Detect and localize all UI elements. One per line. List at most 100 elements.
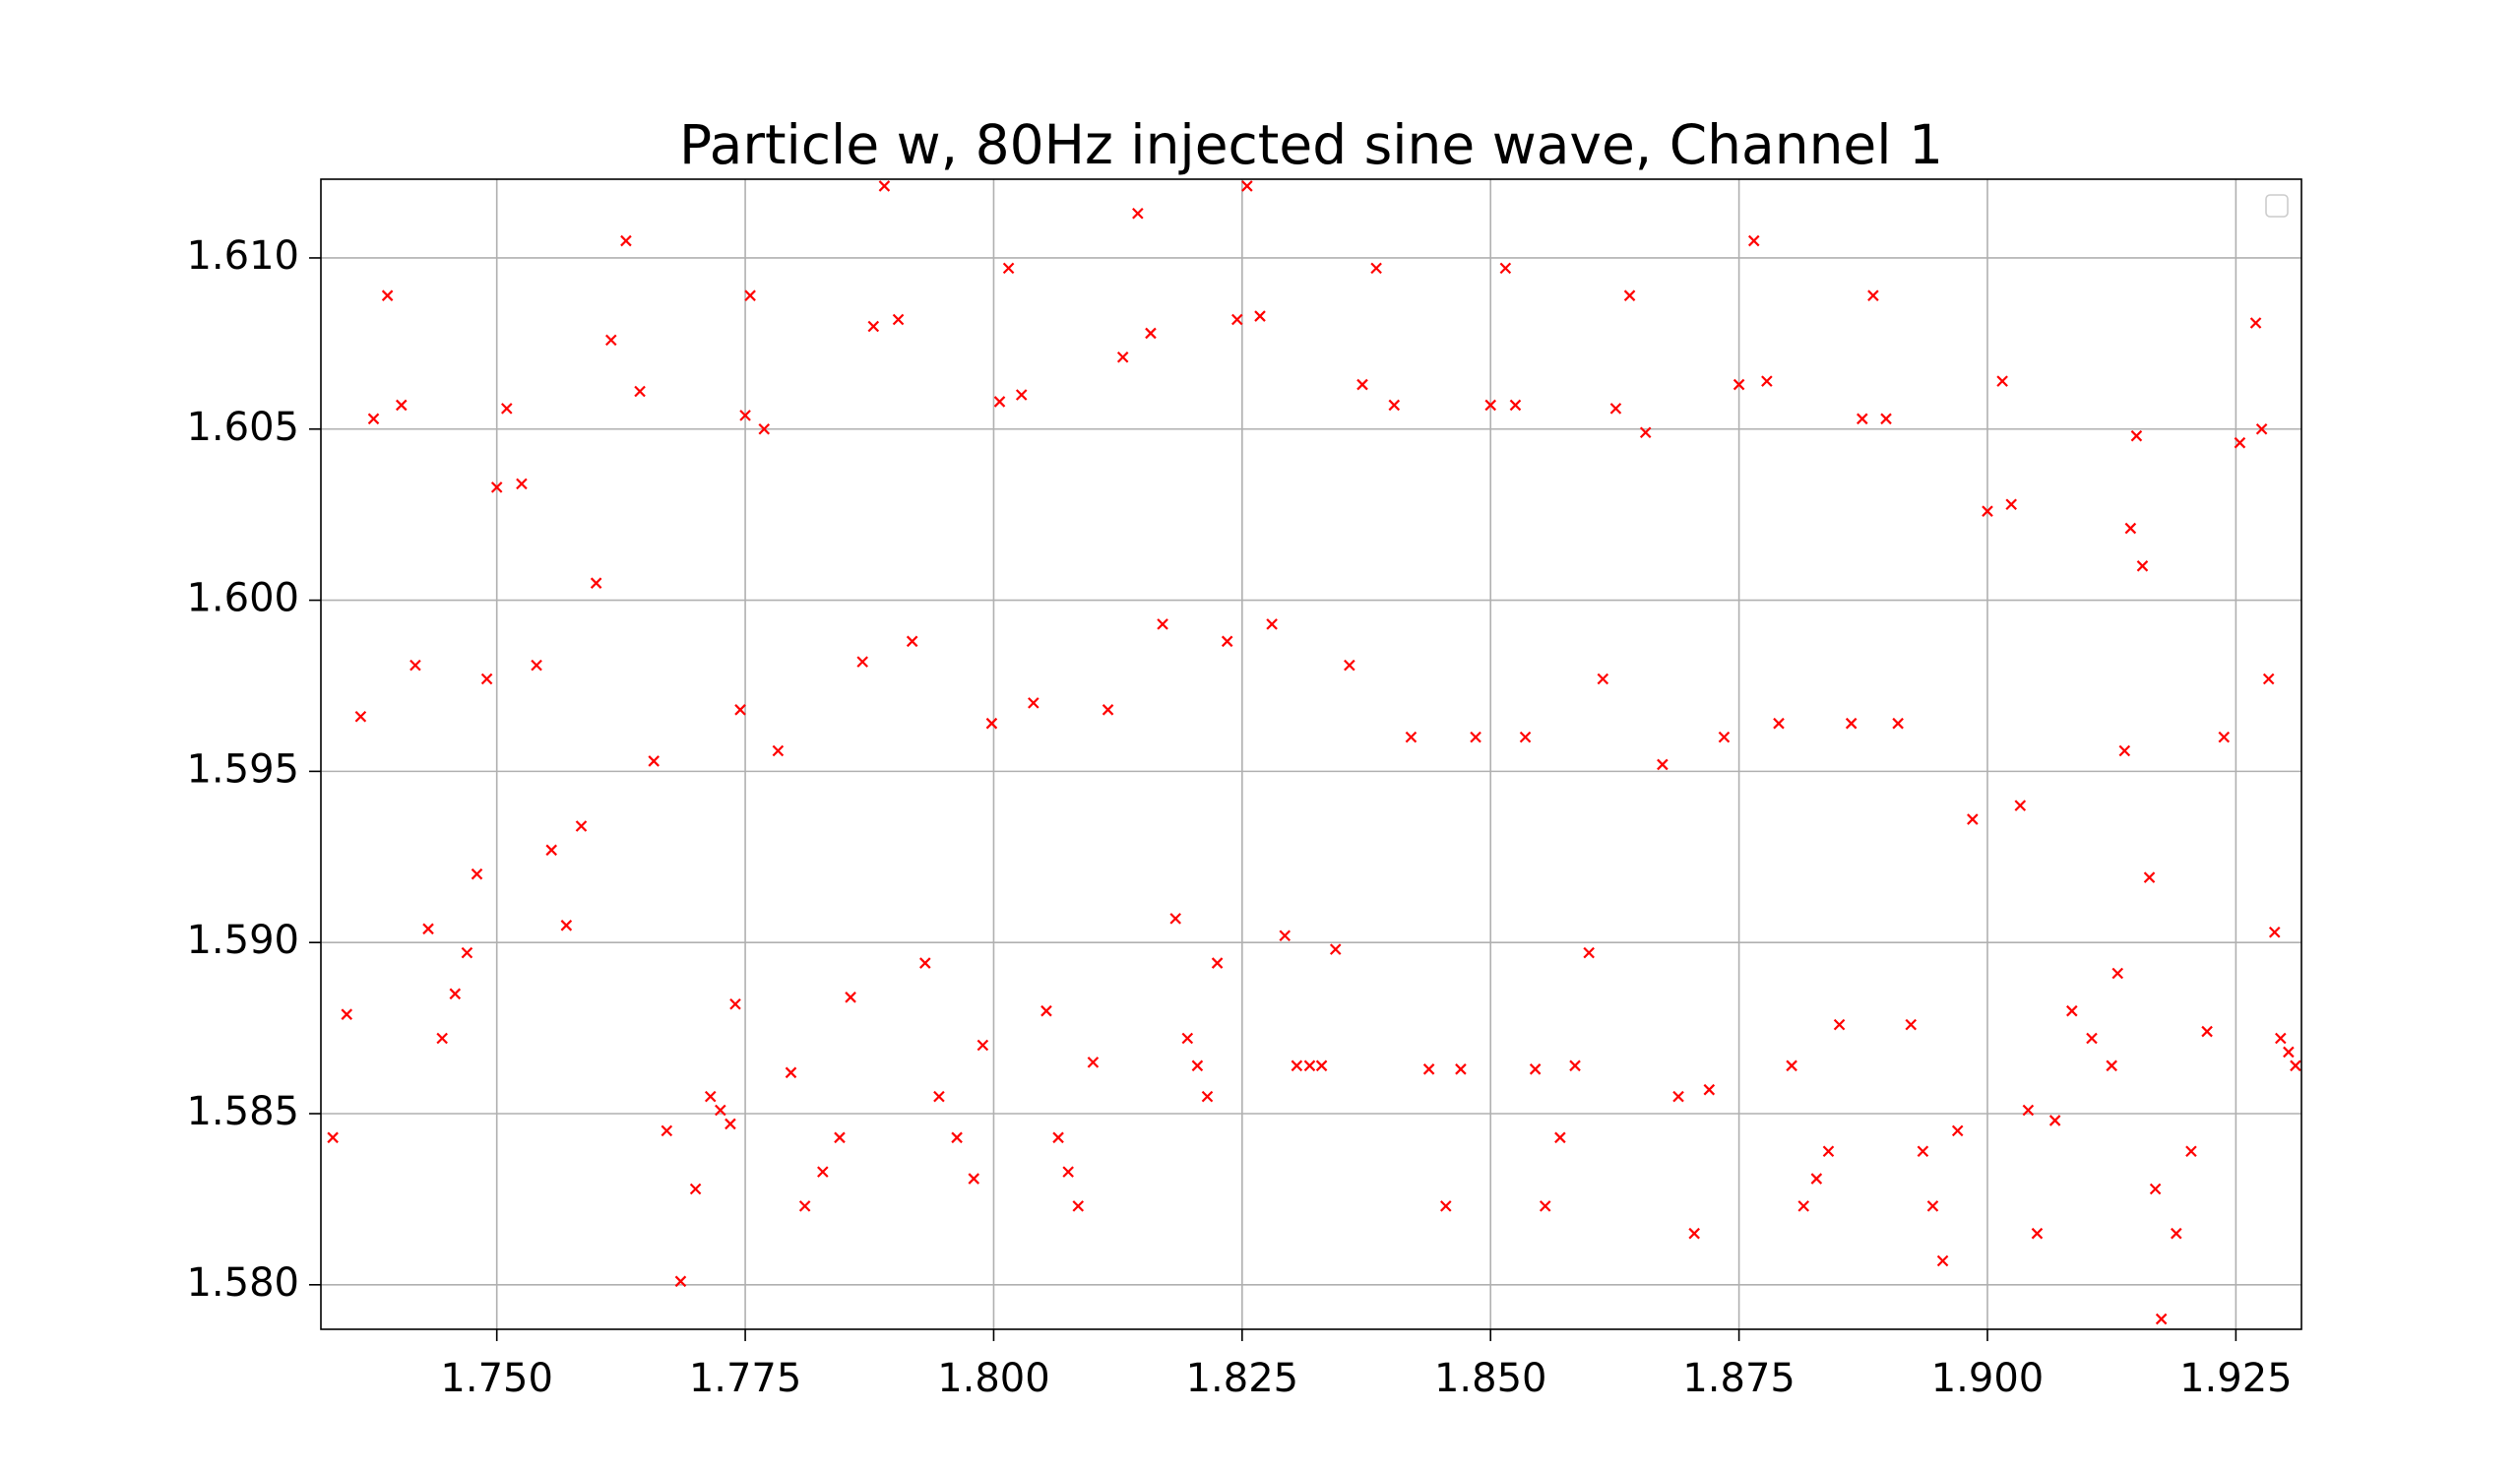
point — [2086, 1032, 2098, 1045]
point — [2143, 871, 2156, 883]
point — [395, 399, 408, 412]
point — [2249, 317, 2262, 329]
chart-title: Particle w, 80Hz injected sine wave, Cha… — [679, 113, 1943, 176]
point — [2048, 1115, 2061, 1126]
x-tick-label: 1.775 — [689, 1356, 802, 1401]
point — [1145, 327, 1157, 340]
point — [1370, 262, 1382, 275]
point — [516, 478, 528, 490]
point — [2185, 1145, 2197, 1158]
y-tick-label: 1.590 — [186, 918, 299, 963]
point — [856, 656, 868, 668]
point — [1329, 943, 1342, 955]
point — [976, 1039, 989, 1052]
point — [471, 867, 483, 880]
point — [1880, 413, 1892, 425]
point — [1892, 717, 1904, 730]
point — [758, 422, 771, 435]
point — [1132, 207, 1144, 220]
point — [933, 1090, 945, 1103]
point — [1040, 1004, 1052, 1017]
point — [1344, 659, 1355, 672]
point — [620, 234, 632, 247]
point — [1529, 1063, 1542, 1075]
point — [341, 1008, 353, 1020]
point — [2283, 1046, 2295, 1059]
point — [906, 635, 918, 648]
point — [1254, 310, 1266, 322]
point — [490, 481, 503, 493]
x-tick-label: 1.900 — [1931, 1356, 2045, 1401]
point — [1519, 731, 1532, 743]
point — [2262, 673, 2275, 685]
point — [461, 946, 473, 959]
scatter-points — [327, 180, 2301, 1325]
axes-frame — [320, 178, 2302, 1330]
point — [1356, 378, 1368, 391]
point — [689, 1183, 702, 1195]
point — [1169, 913, 1181, 925]
point — [1052, 1131, 1064, 1144]
point — [867, 320, 880, 333]
point — [1221, 635, 1233, 648]
point — [575, 820, 588, 832]
point — [729, 997, 741, 1010]
point — [1191, 1059, 1204, 1072]
point — [2111, 967, 2124, 980]
point — [2234, 436, 2246, 449]
point — [2255, 422, 2268, 435]
point — [2171, 1227, 2182, 1240]
point — [1470, 731, 1481, 743]
point — [1455, 1063, 1467, 1075]
point — [480, 673, 493, 685]
point — [2268, 926, 2281, 938]
point — [1672, 1090, 1684, 1103]
point — [1315, 1059, 1328, 1072]
point — [1211, 957, 1224, 969]
point — [1967, 813, 1979, 825]
point — [817, 1166, 829, 1178]
point — [2130, 429, 2143, 442]
point — [798, 1200, 811, 1212]
point — [724, 1118, 736, 1130]
point — [715, 1104, 726, 1117]
point — [1028, 697, 1040, 709]
point — [1015, 389, 1028, 401]
point — [704, 1090, 717, 1103]
point — [734, 704, 746, 716]
point — [1857, 413, 1868, 425]
point — [327, 1131, 339, 1144]
legend-box — [2265, 194, 2289, 218]
point — [1509, 399, 1522, 412]
point — [1405, 731, 1418, 743]
point — [1905, 1018, 1918, 1031]
point — [1845, 717, 1858, 730]
point — [2005, 498, 2017, 511]
point — [1062, 1166, 1074, 1178]
point — [1266, 618, 1278, 630]
y-tick-label: 1.595 — [186, 746, 299, 792]
point — [739, 410, 751, 421]
point — [1181, 1032, 1194, 1045]
point — [410, 659, 421, 672]
x-tick-label: 1.800 — [937, 1356, 1050, 1401]
point — [1102, 704, 1114, 716]
point — [2066, 1004, 2078, 1017]
point — [1484, 399, 1496, 412]
y-tick-label: 1.585 — [186, 1089, 299, 1134]
point — [1867, 289, 1879, 301]
point — [1422, 1063, 1435, 1075]
point — [590, 577, 602, 589]
point — [1639, 426, 1652, 439]
point — [1539, 1200, 1551, 1212]
x-tick-label: 1.925 — [2179, 1356, 2293, 1401]
point — [1440, 1200, 1452, 1212]
point — [1554, 1131, 1566, 1144]
point — [1982, 505, 1993, 517]
point — [1201, 1090, 1214, 1103]
point — [367, 413, 380, 425]
point — [1623, 289, 1636, 301]
point — [1303, 1059, 1316, 1072]
